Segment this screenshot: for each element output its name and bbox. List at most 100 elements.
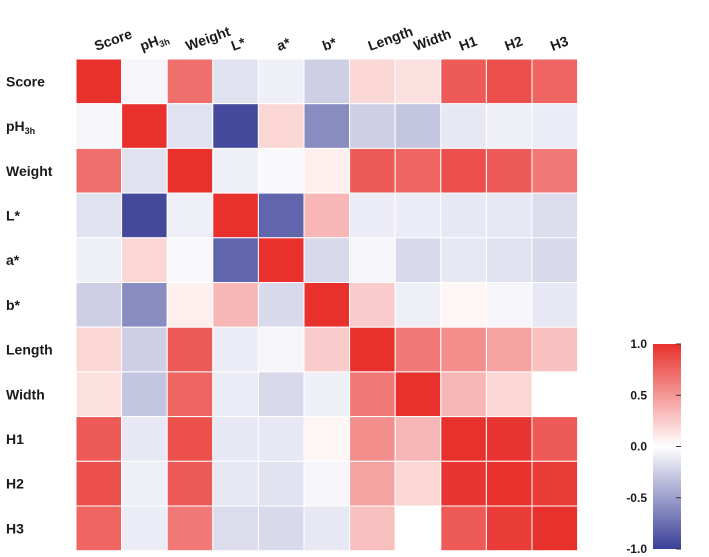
column-label-9: H2 [502, 33, 524, 54]
heatmap-cell-1-0 [75, 103, 123, 149]
heatmap-cell-4-2 [166, 237, 214, 284]
heatmap-cell-3-4 [257, 192, 305, 239]
heatmap-cell-0-8 [440, 58, 487, 105]
heatmap-cell-2-0 [75, 147, 123, 194]
row-label-0: Score [6, 73, 45, 89]
heatmap-cell-3-5 [303, 192, 351, 239]
row-label-5: b* [6, 297, 21, 313]
heatmap-cell-3-7 [394, 192, 442, 239]
heatmap-cell-2-4 [257, 147, 305, 194]
heatmap-cell-2-10 [531, 147, 579, 194]
heatmap-cell-9-4 [257, 460, 305, 507]
heatmap-cell-7-7 [394, 371, 442, 418]
heatmap-cell-7-5 [303, 371, 351, 418]
heatmap-cell-3-0 [75, 192, 123, 239]
column-label-5: b* [320, 34, 339, 54]
heatmap-cell-3-3 [212, 192, 259, 239]
column-label-10: H3 [548, 33, 570, 54]
heatmap-cell-2-8 [440, 147, 487, 194]
heatmap-cell-8-2 [166, 416, 214, 462]
row-label-1: pH3h [6, 118, 35, 136]
heatmap-cell-4-3 [212, 237, 259, 284]
heatmap-cell-1-3 [212, 103, 259, 149]
heatmap-cell-4-8 [440, 237, 487, 284]
heatmap-cell-6-5 [303, 326, 351, 373]
heatmap-cell-1-8 [440, 103, 487, 149]
heatmap-cell-7-4 [257, 371, 305, 418]
column-label-2: Weight [183, 23, 232, 54]
heatmap-cell-10-10 [531, 505, 579, 552]
colorbar-tick-label-1: 0.5 [630, 388, 647, 402]
heatmap-cell-0-5 [303, 58, 351, 105]
heatmap-cell-2-3 [212, 147, 259, 194]
heatmap-cell-8-0 [75, 416, 123, 462]
heatmap-cell-9-8 [440, 460, 487, 507]
heatmap-cell-1-6 [349, 103, 396, 149]
heatmap-cell-5-8 [440, 282, 487, 328]
heatmap-cell-0-0 [75, 58, 123, 105]
column-label-6: Length [366, 23, 415, 54]
heatmap-cell-5-6 [349, 282, 396, 328]
heatmap-cell-2-5 [303, 147, 351, 194]
heatmap-cell-8-9 [485, 416, 533, 462]
heatmap-cell-6-2 [166, 326, 214, 373]
heatmap-cell-8-3 [212, 416, 259, 462]
column-label-8: H1 [457, 33, 479, 54]
colorbar-tick-label-2: 0.0 [630, 440, 647, 454]
heatmap-cell-8-5 [303, 416, 351, 462]
heatmap-cell-5-2 [166, 282, 214, 328]
heatmap-cells [75, 58, 579, 552]
heatmap-cell-10-0 [75, 505, 123, 552]
heatmap-cell-6-4 [257, 326, 305, 373]
heatmap-cell-1-5 [303, 103, 351, 149]
heatmap-cell-3-8 [440, 192, 487, 239]
row-label-2: Weight [6, 163, 53, 179]
heatmap-cell-9-0 [75, 460, 123, 507]
heatmap-cell-0-7 [394, 58, 442, 105]
column-label-7: Width [411, 26, 453, 54]
heatmap-cell-0-1 [121, 58, 168, 105]
heatmap-cell-1-9 [485, 103, 533, 149]
heatmap-cell-4-1 [121, 237, 168, 284]
heatmap-cell-8-4 [257, 416, 305, 462]
heatmap-cell-1-1 [121, 103, 168, 149]
heatmap-cell-7-8 [440, 371, 487, 418]
row-label-9: H2 [6, 476, 24, 492]
heatmap-cell-0-6 [349, 58, 396, 105]
heatmap-cell-5-3 [212, 282, 259, 328]
heatmap-cell-3-9 [485, 192, 533, 239]
heatmap-cell-6-9 [485, 326, 533, 373]
heatmap-cell-8-8 [440, 416, 487, 462]
row-label-10: H3 [6, 520, 24, 536]
colorbar-tick-label-3: -0.5 [626, 491, 647, 505]
heatmap-cell-7-0 [75, 371, 123, 418]
heatmap-cell-0-10 [531, 58, 579, 105]
heatmap-cell-4-4 [257, 237, 305, 284]
heatmap-cell-4-5 [303, 237, 351, 284]
heatmap-cell-0-2 [166, 58, 214, 105]
heatmap-cell-9-5 [303, 460, 351, 507]
heatmap-cell-2-6 [349, 147, 396, 194]
heatmap-cell-7-9 [485, 371, 533, 418]
heatmap-cell-5-10 [531, 282, 579, 328]
heatmap-cell-10-5 [303, 505, 351, 552]
column-label-4: a* [274, 34, 292, 54]
row-label-6: Length [6, 342, 53, 358]
heatmap-cell-10-2 [166, 505, 214, 552]
heatmap-cell-0-3 [212, 58, 259, 105]
heatmap-cell-4-10 [531, 237, 579, 284]
heatmap-cell-10-8 [440, 505, 487, 552]
heatmap-cell-7-1 [121, 371, 168, 418]
heatmap-cell-3-2 [166, 192, 214, 239]
heatmap-cell-7-2 [166, 371, 214, 418]
heatmap-cell-6-10 [531, 326, 579, 373]
heatmap-cell-2-9 [485, 147, 533, 194]
heatmap-cell-4-9 [485, 237, 533, 284]
row-label-4: a* [6, 252, 20, 268]
heatmap-cell-9-6 [349, 460, 396, 507]
column-label-1: pH3h [138, 29, 172, 56]
heatmap-cell-0-4 [257, 58, 305, 105]
heatmap-cell-4-0 [75, 237, 123, 284]
heatmap-cell-9-9 [485, 460, 533, 507]
